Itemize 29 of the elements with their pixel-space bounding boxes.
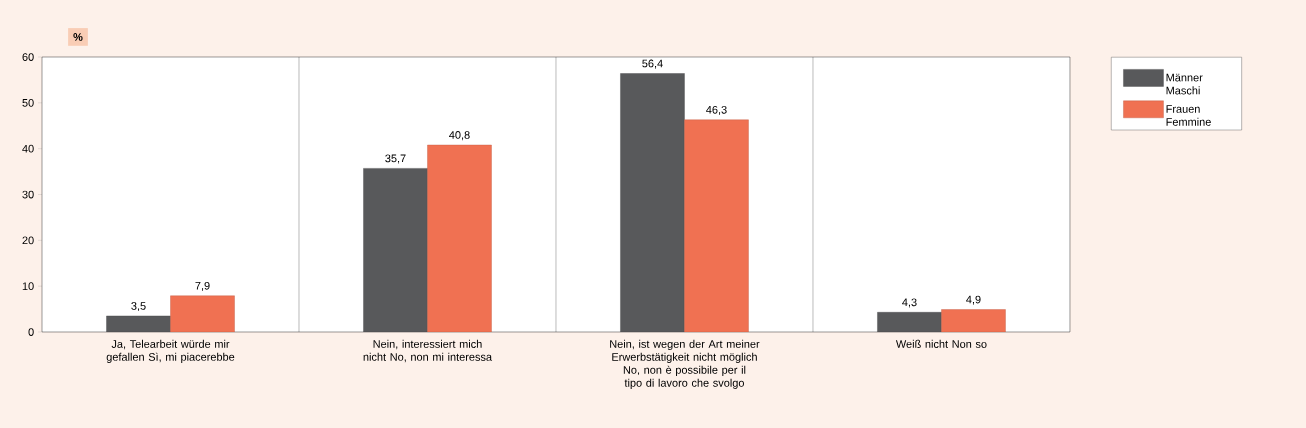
y-tick-label: 50 (22, 98, 34, 107)
data-label: 3,5 (131, 302, 146, 312)
data-label: 35,7 (385, 154, 406, 164)
data-label: 46,3 (706, 105, 727, 115)
x-tick-label: Nein, ist wegen der Art meiner Erwerbstätigkeit nicht möglich No, non è possibile per il tipo di lavoro che svolgo (610, 339, 760, 389)
bar (620, 73, 685, 332)
bar (877, 312, 942, 332)
y-tick-label: 40 (22, 144, 34, 153)
legend-label: Männer Maschi (1166, 73, 1203, 95)
data-label: 56,4 (642, 59, 663, 69)
data-label: 4,9 (966, 295, 981, 305)
x-tick-label: Weiß nicht Non so (895, 339, 987, 348)
y-tick-label: 30 (22, 190, 34, 199)
y-tick-label: 20 (22, 236, 34, 245)
data-label: 4,3 (902, 298, 917, 308)
x-tick-label: Ja, Telearbeit würde mir gefallen Sì, mi piacerebbe (106, 339, 235, 364)
y-axis-title: % (73, 33, 83, 41)
data-label: 7,9 (195, 281, 210, 291)
bar (941, 309, 1006, 332)
legend-label: Frauen Femmine (1166, 105, 1211, 126)
x-tick-label: Nein, interessiert mich nicht No, non mi interessa (363, 339, 493, 363)
data-label: 40,8 (449, 131, 470, 141)
y-tick-label: 0 (28, 328, 34, 336)
bar (427, 144, 492, 332)
bar (684, 119, 749, 332)
bar (363, 168, 428, 332)
y-tick-label: 60 (22, 53, 34, 61)
bar (170, 295, 235, 332)
y-tick-label: 10 (22, 282, 34, 291)
